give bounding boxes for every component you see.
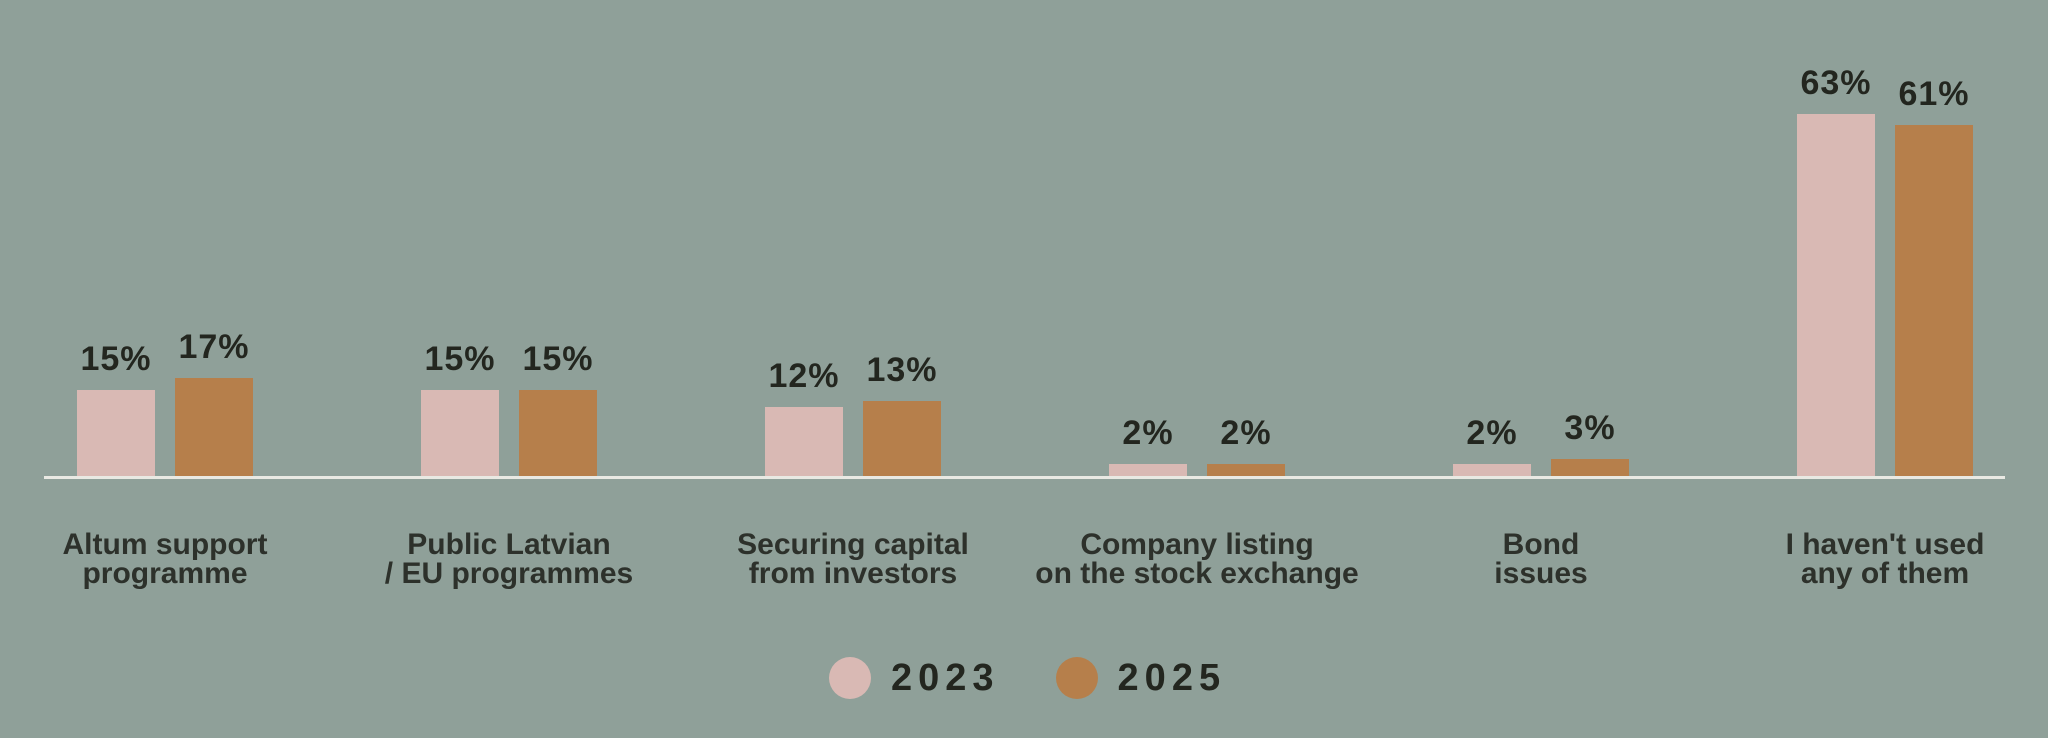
legend-label-2023: 2023 <box>891 656 1000 699</box>
x-axis-line <box>44 476 2005 479</box>
bar-2025 <box>1207 464 1285 476</box>
category-label-line: programme <box>82 557 248 590</box>
category-label-line: Public Latvian <box>407 528 611 561</box>
value-label-2023: 63% <box>1800 64 1872 102</box>
category-label-line: any of them <box>1800 557 1970 590</box>
bar-2023 <box>765 407 843 476</box>
category-label-line: issues <box>1494 557 1588 590</box>
bar-2025 <box>175 378 253 476</box>
value-label-2025: 2% <box>1220 414 1272 452</box>
category-label: Company listing on the stock exchange <box>1007 528 1387 590</box>
value-label-2023: 2% <box>1122 414 1174 452</box>
category-label-line: Altum support <box>62 528 268 561</box>
bar-2025 <box>519 390 597 476</box>
value-label-2025: 13% <box>866 351 938 389</box>
bar-2025 <box>1895 125 1973 476</box>
category-label-line: from investors <box>748 557 958 590</box>
value-label-2025: 17% <box>178 328 250 366</box>
value-label-2023: 2% <box>1466 414 1518 452</box>
bar-2023 <box>421 390 499 476</box>
value-label-2025: 61% <box>1898 75 1970 113</box>
category-label: Altum support programme <box>0 528 355 590</box>
category-label: Public Latvian / EU programmes <box>319 528 699 590</box>
legend-swatch-2023 <box>829 657 871 699</box>
legend-label-2025: 2025 <box>1117 656 1227 699</box>
value-label-2025: 15% <box>522 340 594 378</box>
value-label-2025: 3% <box>1564 409 1616 447</box>
bar-2025 <box>1551 459 1629 476</box>
category-label-line: I haven't used <box>1785 528 1985 561</box>
category-label-line: Bond <box>1502 528 1580 561</box>
category-label-line: / EU programmes <box>384 557 634 590</box>
category-label: Securing capital from investors <box>663 528 1043 590</box>
bar-2025 <box>863 401 941 476</box>
legend: 2023 2025 <box>829 655 1226 701</box>
category-label-line: on the stock exchange <box>1035 557 1359 590</box>
value-label-2023: 12% <box>768 357 840 395</box>
bar-2023 <box>1109 464 1187 476</box>
legend-swatch-2025 <box>1055 657 1098 699</box>
bar-2023 <box>1797 114 1875 476</box>
category-label-line: Company listing <box>1080 528 1314 561</box>
value-label-2023: 15% <box>424 340 496 378</box>
bar-2023 <box>77 390 155 476</box>
category-label: I haven't used any of them <box>1695 528 2048 590</box>
value-label-2023: 15% <box>80 340 152 378</box>
category-label: Bond issues <box>1351 528 1731 590</box>
bar-2023 <box>1453 464 1531 476</box>
category-label-line: Securing capital <box>737 528 969 561</box>
